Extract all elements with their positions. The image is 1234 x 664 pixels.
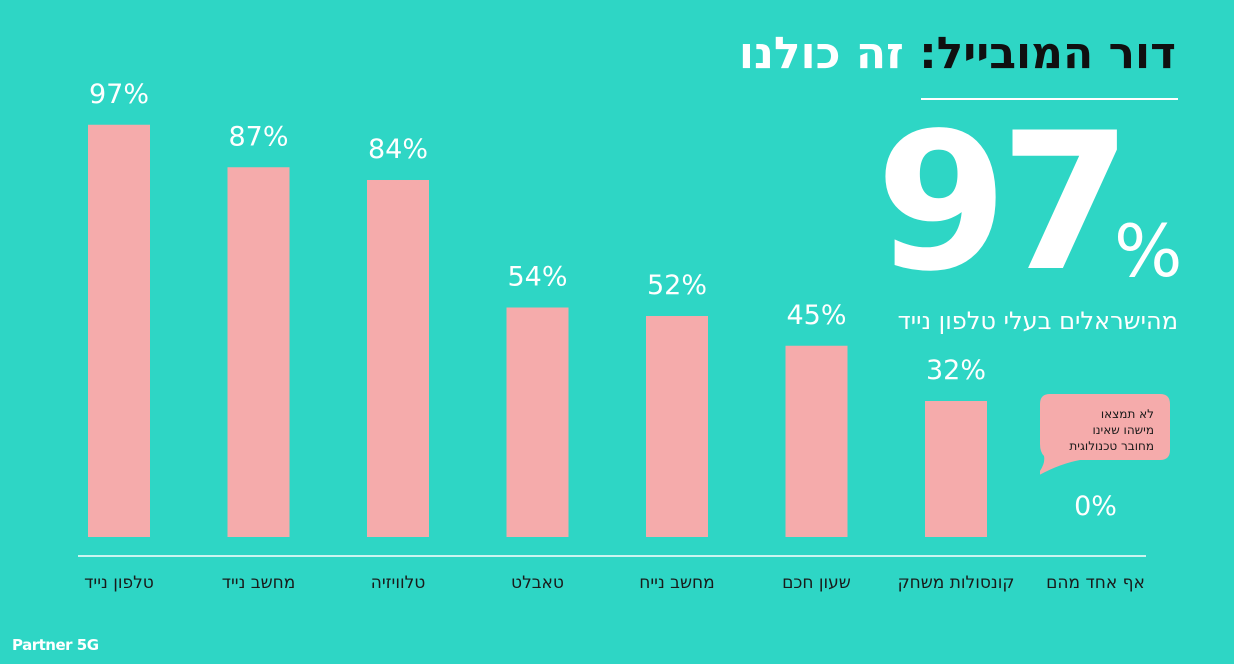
- bar: [367, 180, 429, 537]
- category-label: מחשב נייח: [639, 573, 714, 593]
- bubble-line: מישהו שאינו: [1092, 423, 1154, 437]
- page-title: דור המובייל: זה כולנו: [739, 26, 1176, 82]
- title-main: דור המובייל:: [919, 28, 1176, 79]
- bar-value-label: 84%: [368, 134, 428, 165]
- bar-value-label: 87%: [228, 121, 288, 152]
- title-accent: זה כולנו: [738, 28, 904, 79]
- category-label: טאבלט: [511, 573, 564, 593]
- category-label: אף אחד מהם: [1046, 573, 1145, 593]
- bar-value-label: 32%: [926, 355, 986, 386]
- category-label: קונסולות משחק: [898, 573, 1015, 593]
- highlight-percent-sign: %: [1114, 209, 1183, 293]
- bar: [506, 307, 569, 537]
- highlight-number: 97: [875, 92, 1132, 313]
- bar: [785, 345, 848, 537]
- title-underline: [921, 98, 1178, 100]
- partner-logo: Partner 5G: [12, 636, 99, 654]
- bar: [88, 124, 150, 537]
- bubble-line: לא תמצאו: [1100, 407, 1154, 421]
- speech-bubble-text: לא תמצאו מישהו שאינו מחובר טכנולוגית: [1044, 406, 1154, 454]
- category-label: שעון חכם: [782, 573, 851, 593]
- bar: [925, 401, 987, 537]
- category-label: טלפון נייד: [84, 573, 154, 593]
- bubble-line: מחובר טכנולוגית: [1069, 439, 1154, 453]
- bar-value-label: 45%: [786, 300, 846, 331]
- bar: [646, 316, 708, 537]
- highlight-caption: מהישראלים בעלי טלפון נייד: [897, 307, 1178, 335]
- bar-value-label: 52%: [647, 270, 707, 301]
- speech-bubble-shape: [1040, 394, 1170, 475]
- category-label: טלוויזיה: [371, 573, 426, 593]
- speech-bubble: לא תמצאו מישהו שאינו מחובר טכנולוגית: [1040, 394, 1170, 478]
- bar-value-label: 97%: [89, 79, 149, 110]
- category-label: מחשב נייד: [222, 573, 296, 593]
- bar: [227, 167, 290, 537]
- bar-value-label: 54%: [507, 262, 567, 293]
- bar-value-label: 0%: [1074, 491, 1117, 522]
